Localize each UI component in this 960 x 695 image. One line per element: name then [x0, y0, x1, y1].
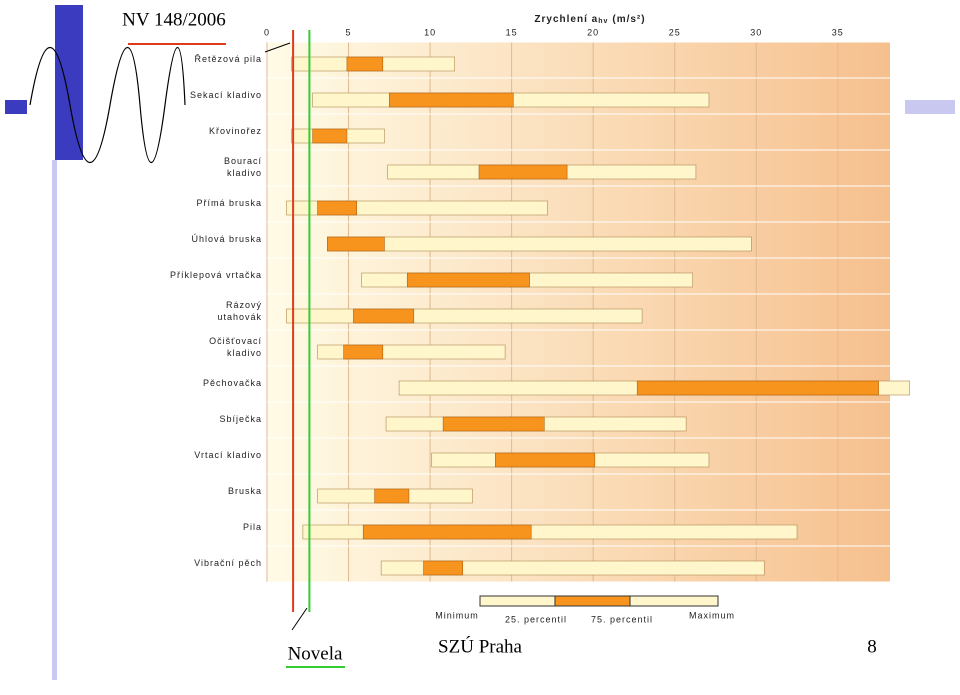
footer-center: SZÚ Praha: [438, 635, 522, 657]
category-label-line: Řetězová pila: [194, 54, 262, 64]
range-inner: [353, 308, 415, 324]
category-label: Rázový utahovák: [217, 300, 262, 322]
x-tick-label: 35: [832, 27, 844, 37]
axis-label-unit: (m/s²): [612, 14, 645, 25]
legend-swatch: [629, 595, 719, 607]
range-inner: [478, 164, 568, 180]
arrow: [264, 42, 291, 53]
category-label-line: kladivo: [227, 168, 262, 178]
x-tick-label: 30: [750, 27, 762, 37]
category-label: Bruska: [228, 486, 262, 496]
category-label: Bourací kladivo: [224, 156, 262, 178]
category-label-line: Sekací kladivo: [190, 90, 262, 100]
arrow: [291, 607, 308, 631]
decor-wave: [29, 47, 186, 163]
x-tick-label: 25: [669, 27, 681, 37]
category-label: Očišťovací kladivo: [209, 336, 262, 358]
category-label-line: Bourací: [224, 156, 262, 166]
range-inner: [312, 128, 348, 144]
legend-swatch: [479, 595, 556, 607]
category-label-line: Úhlová bruska: [191, 234, 262, 244]
decor-bar: [905, 100, 955, 114]
range-inner: [343, 344, 384, 360]
x-tick-label: 15: [506, 27, 518, 37]
axis-label-sub: hv: [598, 18, 608, 25]
category-label-line: Přímá bruska: [196, 198, 262, 208]
range-inner: [374, 488, 410, 504]
range-outer: [286, 308, 643, 324]
category-label-line: utahovák: [217, 312, 262, 322]
category-label-line: Sbíječka: [219, 414, 262, 424]
range-inner: [317, 200, 357, 216]
range-inner: [327, 236, 385, 252]
range-inner: [636, 380, 879, 396]
reference-label: NV 148/2006: [122, 9, 226, 30]
axis-label-main: Zrychlení a: [534, 14, 598, 25]
legend-label: 75. percentil: [591, 614, 653, 624]
legend-swatch: [554, 595, 631, 607]
legend-label: 25. percentil: [505, 614, 567, 624]
x-tick-label: 0: [264, 27, 270, 37]
range-inner: [423, 560, 464, 576]
range-inner: [346, 56, 384, 72]
page-number: 8: [867, 636, 877, 657]
range-inner: [362, 524, 532, 540]
category-label: Křovinořez: [209, 126, 262, 136]
category-label: Pěchovačka: [203, 378, 262, 388]
range-inner: [389, 92, 514, 108]
category-label: Vrtací kladivo: [194, 450, 262, 460]
x-tick-label: 10: [424, 27, 436, 37]
category-label: Příklepová vrtačka: [170, 270, 262, 280]
category-label-line: Vibrační pěch: [194, 558, 262, 568]
axis-label: Zrychlení ahv (m/s²): [534, 14, 645, 25]
x-tick-label: 20: [587, 27, 599, 37]
legend-label: Minimum: [435, 610, 479, 620]
range-inner: [442, 416, 545, 432]
category-label: Řetězová pila: [194, 54, 262, 64]
category-label-line: Očišťovací: [209, 336, 262, 346]
decor-bar: [55, 5, 83, 160]
category-label: Sbíječka: [219, 414, 262, 424]
legend-label: Maximum: [689, 610, 735, 620]
category-label-line: Příklepová vrtačka: [170, 270, 262, 280]
category-label: Úhlová bruska: [191, 234, 262, 244]
category-label-line: Vrtací kladivo: [194, 450, 262, 460]
range-outer: [327, 236, 752, 252]
category-label: Pila: [243, 522, 262, 532]
category-label-line: Bruska: [228, 486, 262, 496]
plot: [266, 41, 910, 583]
reference-label: Novela: [288, 643, 343, 664]
category-label: Přímá bruska: [196, 198, 262, 208]
category-label-line: Křovinořez: [209, 126, 262, 136]
category-label-line: Rázový: [226, 300, 262, 310]
decor-bar: [52, 160, 57, 680]
range-outer: [380, 560, 765, 576]
category-label-line: Pěchovačka: [203, 378, 262, 388]
range-inner: [406, 272, 530, 288]
category-label: Sekací kladivo: [190, 90, 262, 100]
range-inner: [495, 452, 596, 468]
category-label-line: kladivo: [227, 348, 262, 358]
x-tick-label: 5: [346, 27, 352, 37]
decor-bar: [5, 100, 27, 114]
category-label-line: Pila: [243, 522, 262, 532]
category-label: Vibrační pěch: [194, 558, 262, 568]
